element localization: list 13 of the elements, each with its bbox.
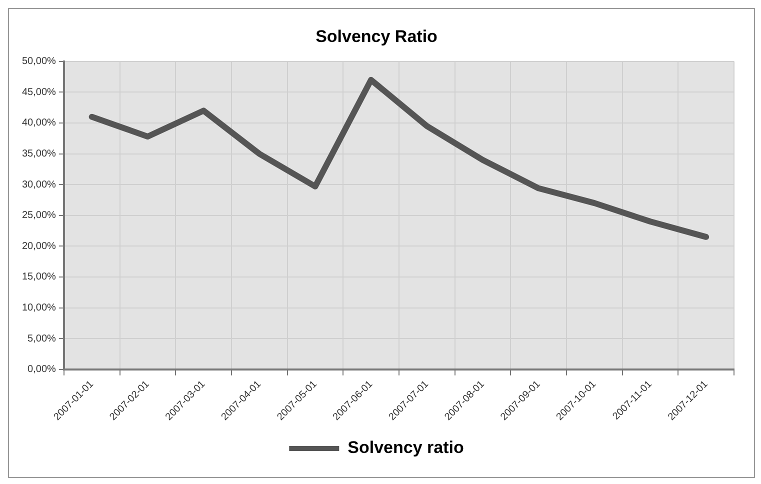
chart-title: Solvency Ratio bbox=[316, 26, 438, 46]
y-tick-label: 5,00% bbox=[28, 333, 56, 344]
y-tick-label: 45,00% bbox=[22, 86, 56, 98]
y-tick-label: 25,00% bbox=[22, 210, 56, 222]
y-tick-label: 30,00% bbox=[22, 179, 56, 190]
y-tick-label: 40,00% bbox=[22, 118, 56, 129]
y-tick-label: 15,00% bbox=[22, 272, 56, 283]
y-tick-label: 20,00% bbox=[22, 240, 56, 252]
y-tick-label: 35,00% bbox=[22, 148, 56, 160]
y-tick-label: 10,00% bbox=[22, 302, 56, 314]
y-tick-label: 0,00% bbox=[28, 364, 56, 376]
y-tick-label: 50,00% bbox=[22, 56, 56, 68]
legend-label: Solvency ratio bbox=[348, 438, 464, 458]
